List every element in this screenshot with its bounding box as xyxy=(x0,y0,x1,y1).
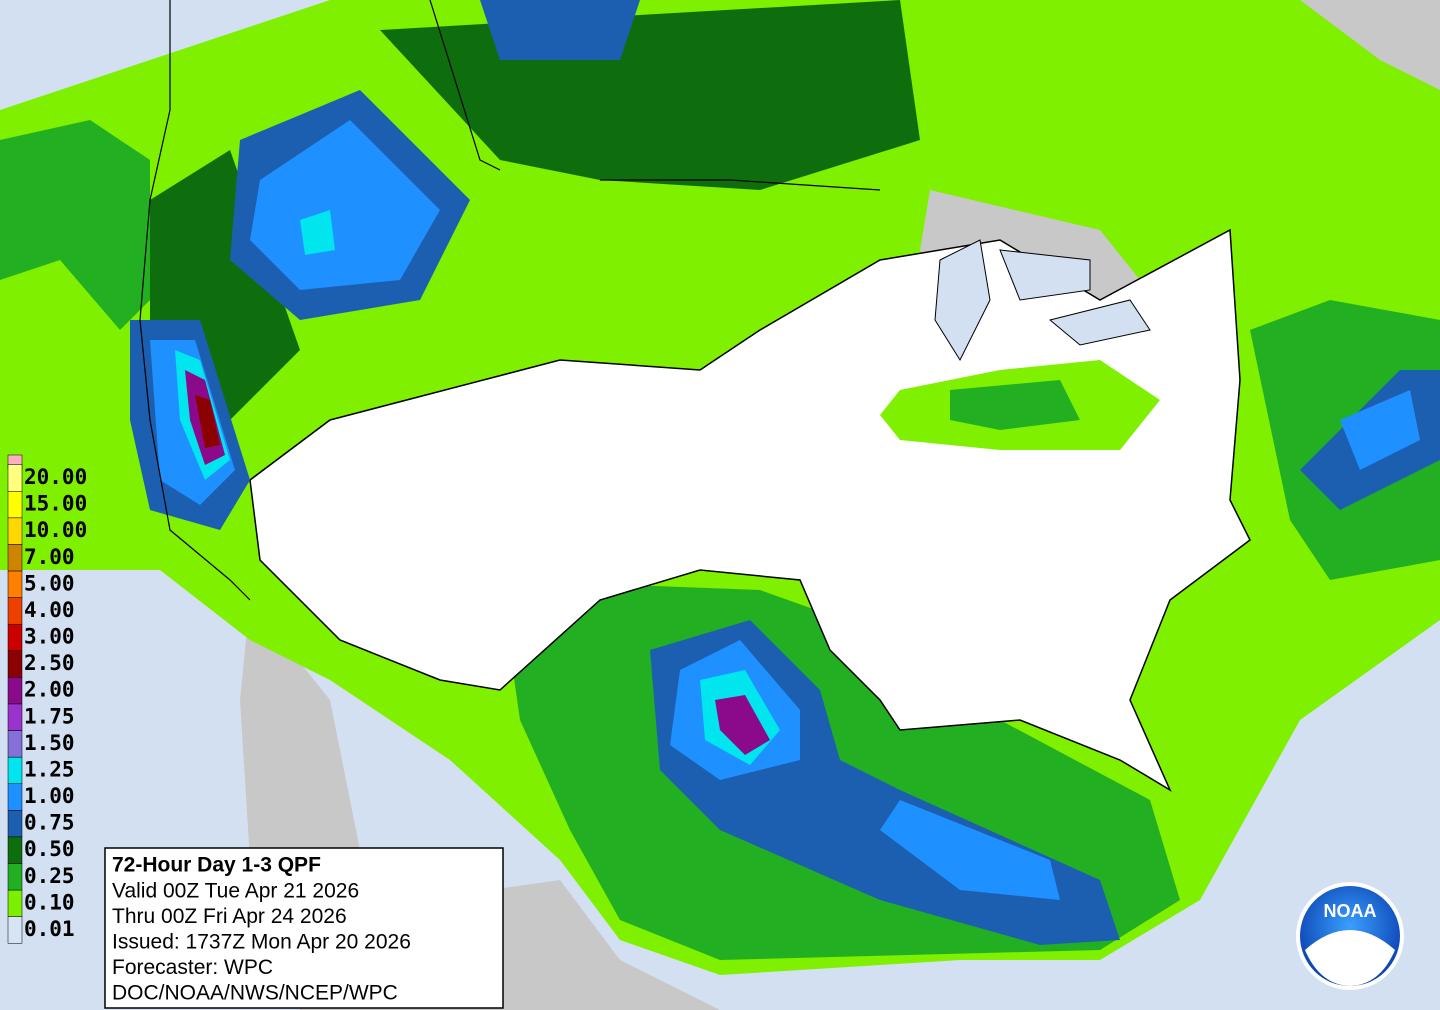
legend-label: 7.00 xyxy=(24,545,75,569)
legend-label: 1.50 xyxy=(24,731,75,755)
legend-swatch xyxy=(7,677,23,705)
legend-label: 15.00 xyxy=(24,492,87,516)
legend-label: 10.00 xyxy=(24,518,87,542)
legend-label: 2.50 xyxy=(24,651,75,675)
legend-label: 1.75 xyxy=(24,704,75,728)
legend-swatch xyxy=(7,916,23,944)
precip-2-50 xyxy=(195,395,220,448)
info-line: Forecaster: WPC xyxy=(112,956,273,979)
legend-label: 0.75 xyxy=(24,811,75,835)
legend-label: 1.00 xyxy=(24,784,75,808)
precip-ohio-core xyxy=(950,380,1080,430)
legend-swatch xyxy=(7,756,23,785)
legend-label: 0.10 xyxy=(24,890,75,914)
legend-swatch xyxy=(7,783,23,811)
legend-swatch xyxy=(7,464,23,492)
great-lakes xyxy=(934,239,1151,362)
borders xyxy=(139,0,881,601)
legend-swatch xyxy=(7,597,23,625)
info-line: DOC/NOAA/NWS/NCEP/WPC xyxy=(112,982,398,1005)
legend-swatch xyxy=(7,810,23,838)
precip-0-50 xyxy=(150,0,920,430)
legend-swatch xyxy=(7,836,23,864)
legend-swatch xyxy=(7,623,23,652)
legend-swatch xyxy=(7,730,23,758)
legend-swatch xyxy=(7,650,23,678)
legend-label: 5.00 xyxy=(24,571,75,595)
info-line: Issued: 1737Z Mon Apr 20 2026 xyxy=(112,931,411,954)
legend-label: 1.25 xyxy=(24,757,75,781)
legend-label: 20.00 xyxy=(24,465,87,489)
info-line: Valid 00Z Tue Apr 21 2026 xyxy=(112,880,359,903)
logo-gull xyxy=(1305,930,1395,986)
info-box xyxy=(104,847,504,1009)
precip-1-00 xyxy=(150,120,1420,900)
legend-label: 0.50 xyxy=(24,837,75,861)
legend: 20.0015.0010.007.005.004.003.002.502.001… xyxy=(7,454,87,944)
legend-label: 2.00 xyxy=(24,678,75,702)
legend-swatch xyxy=(7,570,23,598)
legend-label: 3.00 xyxy=(24,625,75,649)
legend-swatch xyxy=(7,863,23,891)
legend-label: 0.01 xyxy=(24,917,75,941)
legend-label: 0.25 xyxy=(24,864,75,888)
legend-label: 4.00 xyxy=(24,598,75,622)
info-line: Thru 00Z Fri Apr 24 2026 xyxy=(112,905,347,928)
legend-swatch xyxy=(7,517,23,545)
legend-swatch xyxy=(7,544,23,572)
info-title: 72-Hour Day 1-3 QPF xyxy=(112,854,321,877)
logo-text: NOAA xyxy=(1324,901,1377,921)
legend-swatch xyxy=(7,889,23,917)
legend-swatch xyxy=(7,491,23,519)
legend-swatch xyxy=(7,703,23,731)
